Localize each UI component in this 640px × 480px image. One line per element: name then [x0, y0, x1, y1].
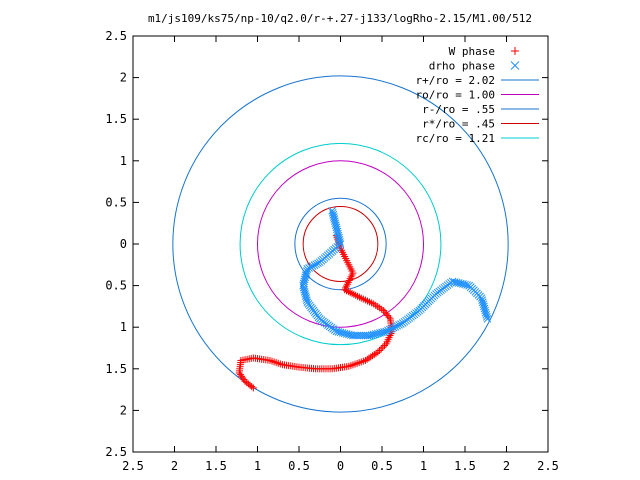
drho-phase-point	[463, 281, 471, 289]
w-phase-point	[385, 313, 393, 321]
drho-phase-point	[308, 262, 317, 270]
w-phase-point	[369, 352, 377, 360]
circle-rc	[239, 142, 442, 346]
y-tick-label: 1	[120, 154, 127, 168]
y-tick-label: 1	[120, 320, 127, 334]
y-tick-label: 1.5	[105, 362, 127, 376]
drho-phase-point	[483, 315, 492, 323]
drho-phase-point	[312, 260, 321, 269]
phase-points	[235, 206, 492, 392]
legend-label: r-/ro = .55	[422, 103, 495, 116]
drho-phase-point	[389, 323, 398, 332]
y-tick-label: 2.5	[105, 445, 127, 459]
w-phase-point	[376, 346, 384, 354]
circle-r	[302, 206, 379, 282]
drho-phase-point	[393, 321, 402, 330]
axis-ticks: 2.5 2 1.5 1 0.5 0 0.5 1 1.5 2 2.52.521.510.500.511…	[105, 29, 559, 473]
x-tick-label: 0.5	[371, 459, 393, 473]
x-tick-label: 2	[503, 459, 510, 473]
x-tick-label: 1.5	[205, 459, 227, 473]
legend-label: drho phase	[429, 60, 495, 73]
circle-r	[294, 197, 387, 291]
reference-circles	[172, 75, 509, 413]
x-tick-label: 1	[420, 459, 427, 473]
x-tick-label: 1	[254, 459, 261, 473]
legend-label: r+/ro = 2.02	[416, 74, 495, 87]
w-phase-point	[380, 342, 388, 350]
circle-r	[172, 75, 509, 413]
drho-phase-point	[482, 312, 491, 321]
x-tick-label: 2.5	[537, 459, 559, 473]
drho-phase-point	[302, 296, 311, 305]
y-tick-label: 2.5	[105, 29, 127, 43]
w-phase-point	[248, 383, 256, 391]
drho-phase-point	[385, 325, 394, 334]
y-tick-label: 1.5	[105, 112, 127, 126]
legend-label: rc/ro = 1.21	[416, 132, 495, 145]
x-tick-label: 0.5	[288, 459, 310, 473]
w-phase-point	[379, 343, 387, 351]
drho-phase-point	[395, 321, 403, 329]
legend-label: r*/ro = .45	[422, 118, 495, 131]
y-tick-label: 2	[120, 71, 127, 85]
drho-phase-point	[397, 320, 405, 328]
w-phase-point	[365, 354, 373, 362]
drho-phase-point	[315, 258, 324, 267]
y-tick-label: 0.5	[105, 279, 127, 293]
legend-swatch	[510, 61, 520, 70]
drho-phase-point	[382, 327, 391, 336]
w-phase-point	[363, 355, 371, 363]
circle-ro	[257, 160, 424, 328]
x-tick-label: 1.5	[454, 459, 476, 473]
legend-swatch	[511, 47, 519, 55]
w-phase-point	[372, 349, 380, 357]
w-phase-point	[374, 348, 382, 356]
x-tick-label: 0	[337, 459, 344, 473]
w-phase-point	[382, 340, 390, 348]
w-phase-point	[377, 345, 385, 353]
w-phase-point	[249, 384, 257, 392]
y-tick-label: 0	[120, 237, 127, 251]
y-tick-label: 0.5	[105, 195, 127, 209]
y-tick-label: 2	[120, 403, 127, 417]
w-phase-point	[367, 353, 375, 361]
x-tick-label: 2	[171, 459, 178, 473]
legend-label: W phase	[449, 45, 495, 58]
drho-phase-point	[310, 261, 319, 270]
drho-phase-point	[391, 322, 400, 331]
chart-title: m1/js109/ks75/np-10/q2.0/r-+.27-j133/log…	[148, 12, 532, 25]
drho-phase-point	[384, 326, 392, 335]
legend-label: ro/ro = 1.00	[416, 89, 495, 102]
w-phase-point	[370, 351, 378, 359]
drho-phase-point	[387, 324, 396, 333]
x-tick-label: 2.5	[122, 459, 144, 473]
drho-phase-point	[314, 259, 322, 268]
